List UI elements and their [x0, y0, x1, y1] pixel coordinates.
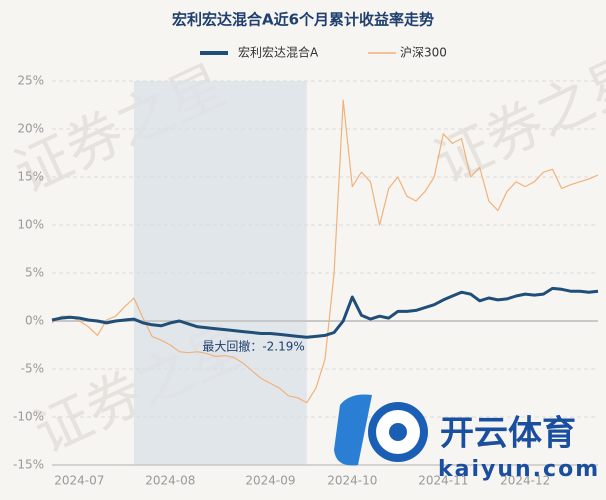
x-tick-label: 2024-09	[245, 474, 295, 488]
y-tick-label: -10%	[13, 410, 44, 424]
x-tick-label: 2024-12	[500, 474, 550, 488]
x-tick-label: 2024-10	[327, 474, 377, 488]
x-tick-label: 2024-11	[418, 474, 468, 488]
logo-shape	[334, 394, 372, 466]
y-tick-label: 5%	[25, 266, 44, 280]
y-tick-label: 0%	[25, 314, 44, 328]
y-tick-label: -15%	[13, 458, 44, 472]
drawdown-label: 最大回撤：-2.19%	[202, 339, 304, 354]
series-line	[51, 99, 599, 404]
logo-url: kaiyun.com	[438, 457, 600, 482]
series-line	[51, 286, 599, 339]
plot-area: -15% -10% -5% 0% 5% 10% 15% 20% 25% 2024-07 2024-0…	[13, 74, 599, 488]
legend-label: 沪深300	[400, 46, 447, 60]
y-tick-label: 15%	[17, 170, 44, 184]
logo-ball-center	[389, 423, 407, 441]
chart-title: 宏利宏达混合A近6个月累计收益率走势	[172, 11, 434, 29]
logo: 开云体育 kaiyun.com	[334, 394, 600, 482]
y-tick-label: 20%	[17, 122, 44, 136]
y-tick-label: 10%	[17, 218, 44, 232]
x-tick-label: 2024-08	[145, 474, 195, 488]
y-tick-label: 25%	[17, 74, 44, 88]
logo-name: 开云体育	[440, 414, 576, 454]
y-tick-label: -5%	[21, 362, 44, 376]
x-tick-label: 2024-07	[54, 474, 104, 488]
legend-label: 宏利宏达混合A	[238, 45, 319, 60]
